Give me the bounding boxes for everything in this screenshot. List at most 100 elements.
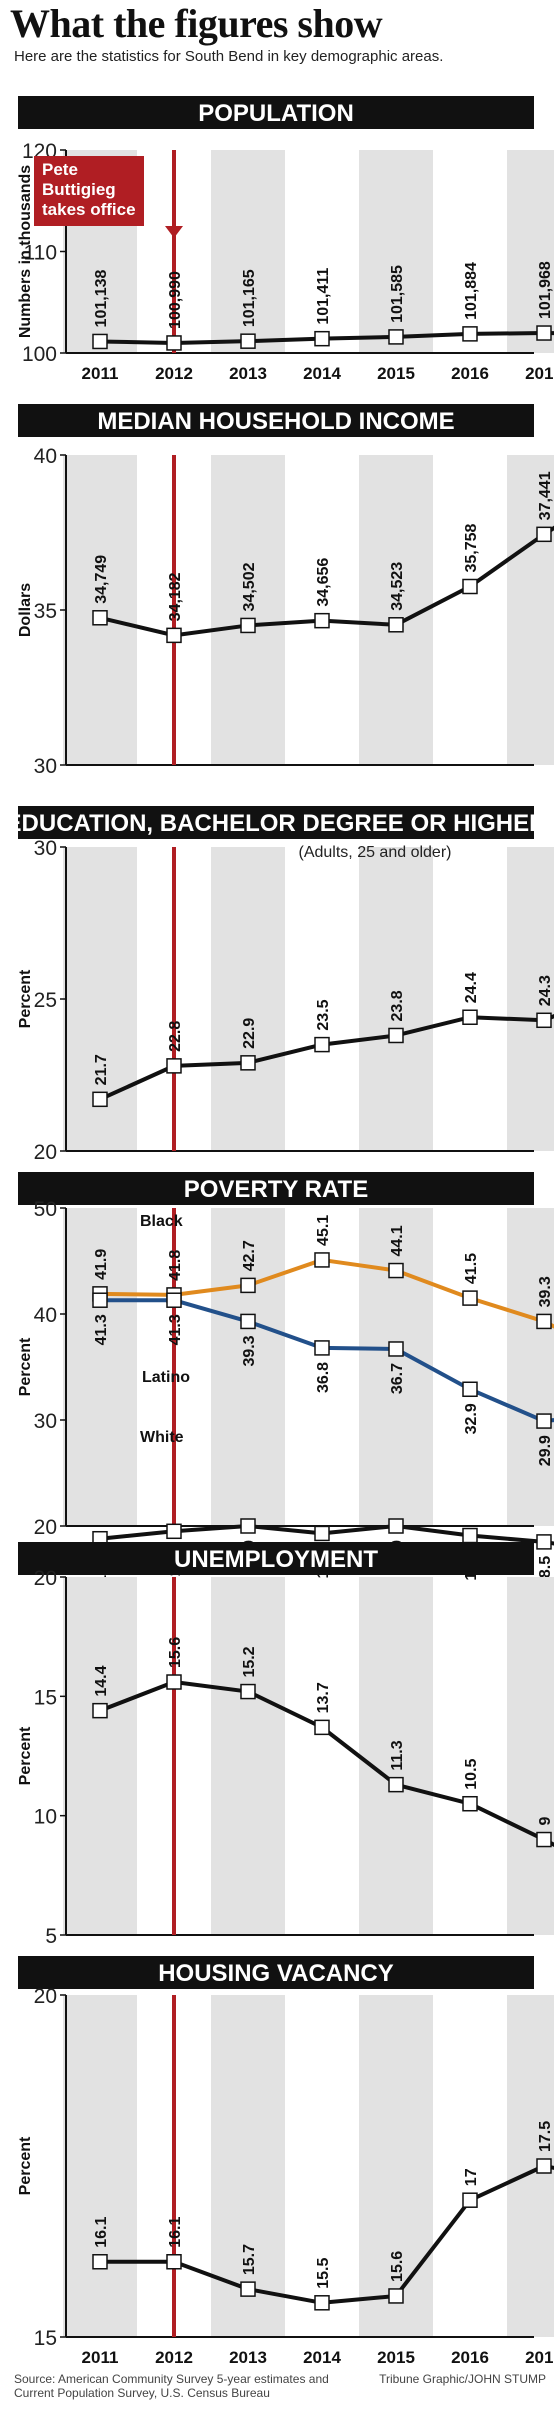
x-tick-label: 2017 [525,364,554,383]
y-tick-label: 110 [24,242,57,265]
data-label: 15.5 [315,2258,332,2289]
band-2011 [63,1577,137,1935]
band-2011 [63,1208,137,1526]
annotation-box [34,156,144,226]
data-point [536,1534,552,1550]
data-label: 101,585 [389,265,406,323]
chart-title: HOUSING VACANCY [158,1960,394,1987]
data-point [240,617,256,634]
data-point [314,1252,330,1268]
data-label: 21.7 [93,1054,110,1085]
band-2017 [507,455,554,765]
title-bar [18,1542,534,1575]
annotation-pointer [165,226,183,238]
data-point [166,2254,182,2270]
data-point [166,1058,182,1074]
band-2013 [211,455,285,765]
data-label: 13.7 [315,1682,332,1713]
title-bar [18,806,534,839]
data-point [92,1091,108,1108]
data-label: 44.1 [389,1225,406,1256]
y-tick-label: 5 [45,1925,57,1948]
y-axis-label: Numbers in thousands [17,165,34,338]
data-label: 34,523 [389,562,406,611]
data-label: 15.7 [241,2244,258,2275]
page-subtitle: Here are the statistics for South Bend i… [14,48,444,65]
y-tick-label: 35 [34,600,57,623]
data-label: 16.1 [93,2217,110,2248]
data-point [462,1527,478,1544]
chart-title: POPULATION [198,100,354,127]
data-point [462,578,478,595]
series-line [99,1014,554,1102]
annotation-text: takes office [42,200,136,219]
data-point [240,1518,256,1534]
data-label: 34,182 [167,572,184,621]
data-point [388,2288,404,2304]
series-line-white [99,1524,554,1546]
x-tick-label: 2012 [155,2348,193,2367]
data-label: 39.3 [241,1335,258,1366]
data-label: 9 [537,1817,554,1826]
data-point [314,330,330,347]
data-label: 22.9 [241,1018,258,1049]
y-tick-label: 30 [34,837,57,860]
legend-label-black: Black [140,1213,183,1230]
data-label: 41.3 [93,1314,110,1345]
y-axis-label: Percent [17,1337,34,1396]
data-point [536,1012,552,1029]
data-label: 45.1 [315,1215,332,1246]
data-label: 24.4 [463,972,480,1003]
data-point [314,1719,330,1736]
y-tick-label: 40 [34,1304,57,1327]
data-point [388,1776,404,1793]
data-label: 10.5 [463,1758,480,1789]
chart-title: UNEMPLOYMENT [174,1546,378,1573]
y-tick-label: 15 [34,1686,57,1709]
data-point [462,326,478,342]
y-axis-label: Percent [17,2136,34,2195]
data-label: 41.8 [167,1250,184,1281]
data-point [314,1340,330,1356]
data-point [166,1292,182,1308]
data-label: 11.3 [389,1740,406,1770]
data-label: 41.9 [93,1249,110,1280]
data-point [240,1683,256,1700]
data-label: 15.2 [241,1646,258,1677]
data-label: 101,138 [93,270,110,328]
y-tick-label: 25 [34,989,57,1012]
data-label: 41.5 [463,1253,480,1284]
footer-credit: Tribune Graphic/JOHN STUMP [379,2372,546,2386]
band-2017 [507,1208,554,1526]
data-point [240,333,256,349]
data-point [92,1702,108,1719]
band-2011 [63,455,137,765]
x-tick-label: 2014 [303,364,341,383]
y-tick-label: 20 [34,1141,57,1164]
data-point [240,1313,256,1330]
legend-label-latino: Latino [142,1369,190,1386]
data-point [462,1009,478,1025]
data-label: 101,884 [463,262,480,320]
x-tick-label: 2011 [82,364,119,383]
band-2017 [507,150,554,353]
data-label: 23.8 [389,990,406,1021]
data-label: 34,502 [241,562,258,611]
band-2015 [359,1995,433,2337]
data-label: 15.6 [389,2251,406,2282]
data-label: 23.5 [315,999,332,1030]
x-tick-label: 2014 [303,2348,341,2367]
data-point [166,1523,182,1540]
title-bar [18,96,534,129]
band-2013 [211,1577,285,1935]
title-bar [18,1956,534,1989]
data-label: 16.1 [167,2217,184,2248]
y-axis-label: Dollars [17,583,34,637]
data-point [314,612,330,629]
y-axis-label: Percent [17,969,34,1028]
data-point [240,1055,256,1071]
data-point [536,2158,552,2174]
data-point [536,526,552,543]
data-point [240,2281,256,2297]
data-point [314,1525,330,1542]
